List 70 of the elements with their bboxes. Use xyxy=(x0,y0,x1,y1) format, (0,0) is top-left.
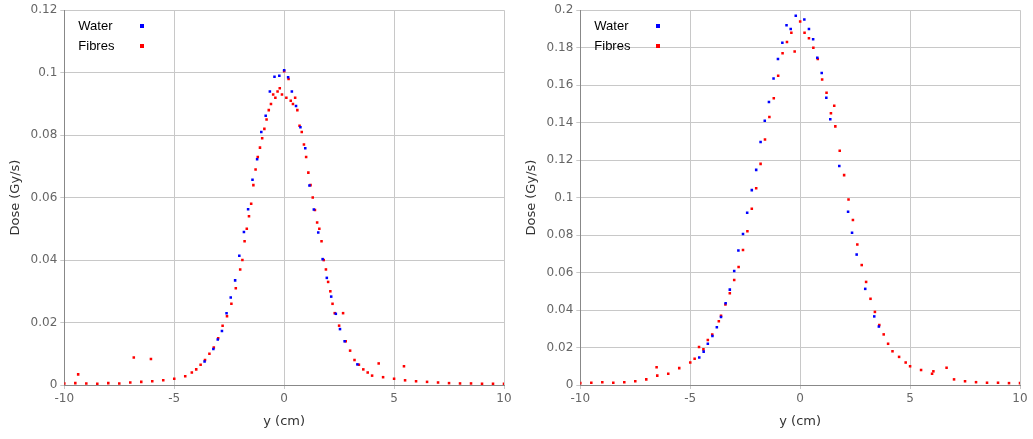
x-tick-label: 0 xyxy=(796,391,804,406)
point xyxy=(278,74,281,78)
x-tick-label: -10 xyxy=(54,391,75,406)
y-tick-label: 0.12 xyxy=(30,2,58,17)
x-axis-title: y (cm) xyxy=(779,412,822,428)
point xyxy=(251,178,254,182)
legend-label: Water xyxy=(594,17,630,36)
point xyxy=(872,315,876,318)
point xyxy=(789,27,792,31)
point xyxy=(715,326,719,329)
y-tick-label: 0.06 xyxy=(546,264,574,279)
point xyxy=(264,114,267,118)
point xyxy=(772,77,775,80)
legend-label: Fibres xyxy=(78,37,116,56)
y-tick-label: 0.18 xyxy=(546,39,574,54)
point xyxy=(706,342,710,346)
point xyxy=(763,119,767,123)
point xyxy=(728,288,732,291)
legend-label: Water xyxy=(78,17,114,36)
y-tick-label: 0.2 xyxy=(554,2,574,17)
y-tick-label: 0.04 xyxy=(30,252,58,267)
y-tick-label: 0.06 xyxy=(30,189,58,204)
point xyxy=(838,164,841,168)
y-tick-label: 0.04 xyxy=(546,302,574,317)
y-axis-title: Dose (Gy/s) xyxy=(7,159,23,236)
point xyxy=(785,23,788,27)
point xyxy=(829,117,832,121)
point xyxy=(229,296,233,299)
y-tick-label: 0 xyxy=(49,377,58,392)
y-tick-label: 0.1 xyxy=(38,64,58,79)
x-tick-label: -10 xyxy=(570,391,591,406)
point xyxy=(233,279,237,282)
point xyxy=(273,75,276,78)
y-tick-label: 0.02 xyxy=(30,314,58,329)
legend-label: Fibres xyxy=(594,37,632,56)
point xyxy=(855,253,858,256)
y-tick-label: 0.16 xyxy=(546,77,574,92)
point xyxy=(316,231,320,234)
y-tick-label: 0.12 xyxy=(546,152,574,167)
point xyxy=(697,356,701,359)
point xyxy=(825,96,828,99)
y-tick-label: 0.1 xyxy=(554,189,574,204)
x-tick-label: -5 xyxy=(684,391,697,406)
y-tick-label: 0.08 xyxy=(546,227,574,242)
point xyxy=(759,140,762,144)
point xyxy=(238,254,241,257)
x-tick-label: 0 xyxy=(280,391,288,406)
x-axis-title: y (cm) xyxy=(263,412,306,428)
point xyxy=(329,295,333,298)
point xyxy=(737,249,740,252)
x-tick-label: 10 xyxy=(496,391,512,406)
point xyxy=(290,90,294,93)
point xyxy=(811,37,815,41)
y-axis-title: Dose (Gy/s) xyxy=(523,159,539,236)
y-tick-label: 0.14 xyxy=(546,114,574,129)
point xyxy=(820,71,823,75)
point xyxy=(803,18,806,21)
point xyxy=(794,14,798,18)
point xyxy=(303,146,307,150)
y-tick-label: 0 xyxy=(565,377,574,392)
point xyxy=(863,287,867,291)
x-tick-label: 5 xyxy=(390,391,398,406)
y-tick-label: 0.08 xyxy=(30,127,58,142)
x-tick-label: 5 xyxy=(906,391,914,406)
point xyxy=(846,210,850,213)
x-tick-label: 10 xyxy=(1012,391,1028,406)
point xyxy=(225,311,228,315)
y-tick-label: 0.02 xyxy=(546,339,574,354)
point xyxy=(781,41,784,45)
x-tick-label: -5 xyxy=(168,391,181,406)
